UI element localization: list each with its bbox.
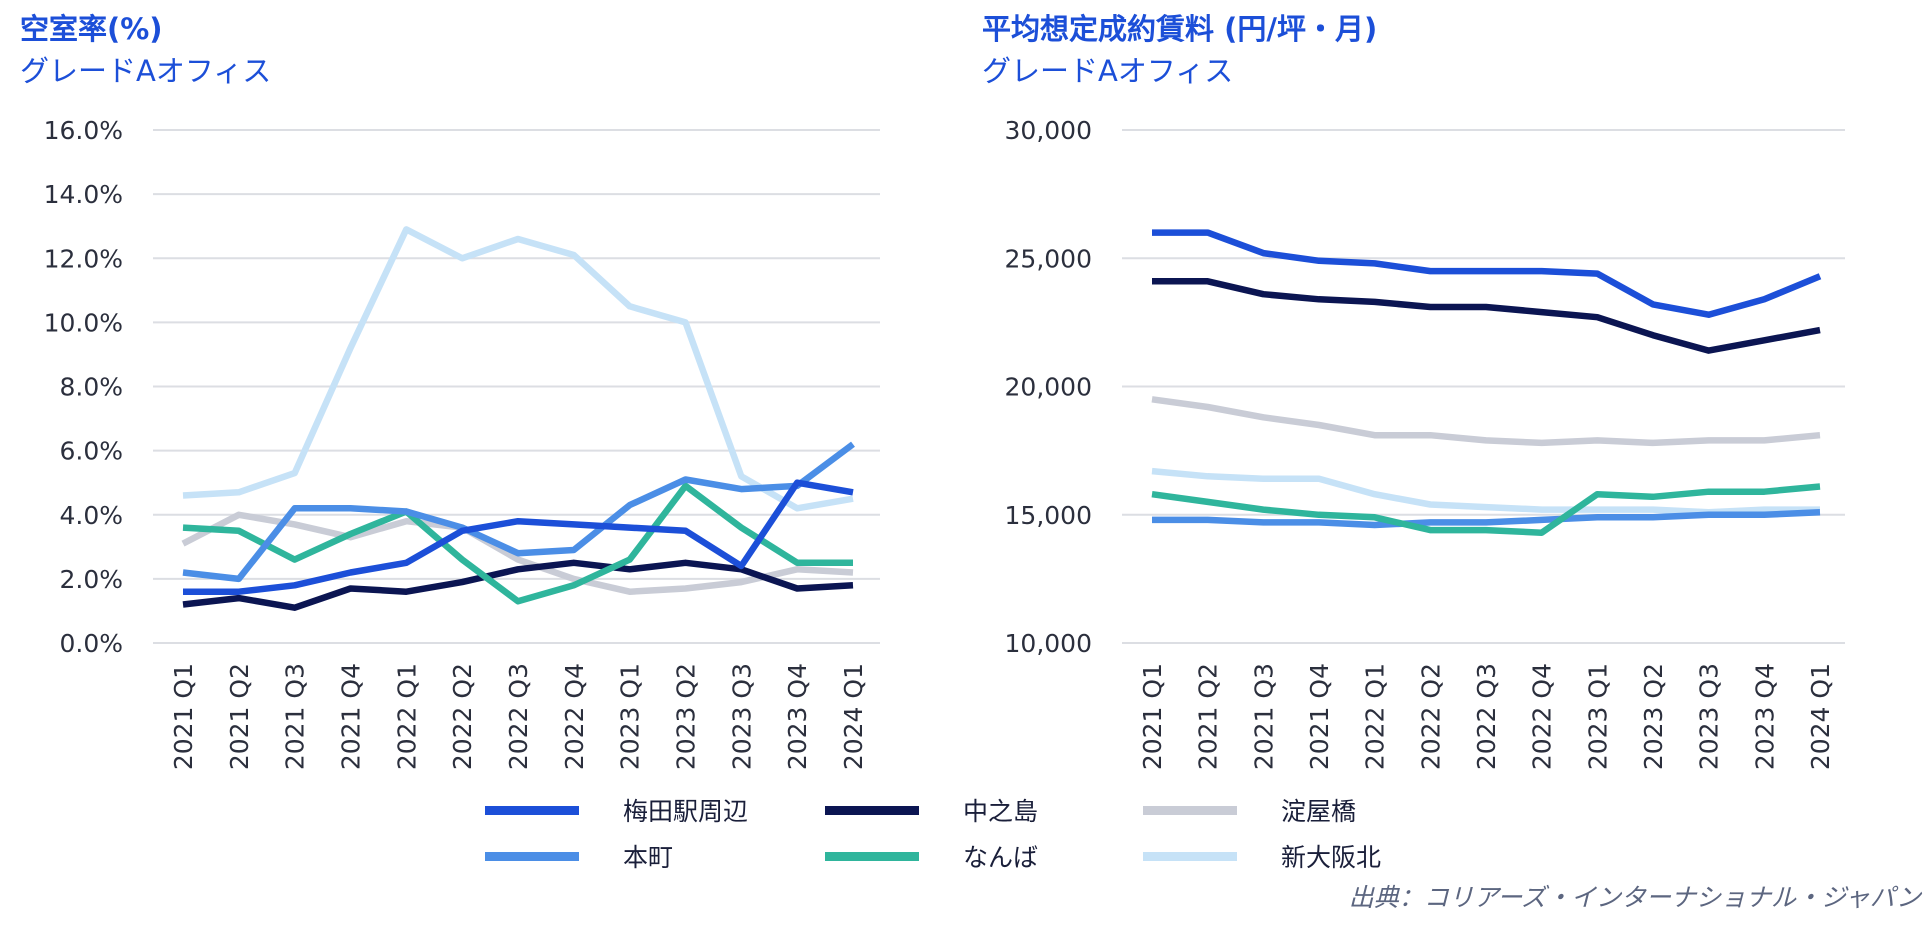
vacancy-x-tick-label: 2021 Q1 [169,663,198,770]
rent-x-tick-label: 2022 Q2 [1416,663,1445,770]
rent-series-line-0 [1151,396,1821,447]
vacancy-y-tick-label: 14.0% [44,180,123,209]
vacancy-series-line-3 [182,482,853,605]
rent-x-tick-label: 2021 Q3 [1249,663,1278,770]
legend-item-yodoyabashi: 淀屋橋 [1143,790,1356,830]
vacancy-x-tick-label: 2021 Q3 [281,663,310,770]
rent-series-line-4 [1152,278,1821,354]
legend-item-shin-osaka-north: 新大阪北 [1143,836,1381,876]
vacancy-x-tick-label: 2023 Q2 [672,663,701,770]
legend: 梅田駅周辺 中之島 淀屋橋 本町 なんば 新大阪北 [480,790,1430,880]
vacancy-x-tick-label: 2021 Q4 [337,663,366,770]
legend-label-shin-osaka-north: 新大阪北 [1281,843,1382,872]
legend-item-namba: なんば [825,836,1038,876]
vacancy-y-tick-label: 2.0% [59,565,123,594]
legend-swatch-yodoyabashi [1143,805,1237,815]
legend-swatch-shin-osaka-north [1143,851,1237,861]
vacancy-series-line-0 [181,511,854,595]
rent-x-tick-label: 2024 Q1 [1806,663,1835,770]
vacancy-x-tick-label: 2022 Q3 [504,663,533,770]
vacancy-x-tick-label: 2022 Q1 [392,663,421,770]
vacancy-y-tick-label: 6.0% [59,437,123,466]
rent-x-tick-label: 2021 Q2 [1194,663,1223,770]
vacancy-y-tick-label: 0.0% [59,629,123,658]
legend-label-namba: なんば [963,843,1039,872]
legend-item-honmachi: 本町 [485,836,673,876]
legend-label-honmachi: 本町 [623,843,674,872]
rent-x-tick-label: 2023 Q4 [1750,663,1779,770]
rent-x-tick-label: 2023 Q3 [1695,663,1724,770]
rent-y-tick-label: 10,000 [1005,629,1092,658]
legend-label-nakanoshima: 中之島 [963,797,1039,826]
rent-chart-subtitle: グレードAオフィス [982,54,1234,88]
rent-y-tick-label: 25,000 [1005,244,1092,273]
source-note: 出典：コリアーズ・インターナショナル・ジャパン [1348,883,1921,912]
rent-series-line-3 [1151,483,1821,536]
rent-y-tick-label: 30,000 [1005,116,1092,145]
rent-series-line-5 [1152,229,1822,318]
legend-item-nakanoshima: 中之島 [825,790,1038,830]
rent-line-chart: 10,000 15,000 20,000 25,000 30,000 2021 Q1 202… [1005,116,1845,770]
vacancy-x-tick-label: 2022 Q2 [448,663,477,770]
rent-series-line-2 [1152,508,1821,529]
vacancy-x-tick-label: 2023 Q3 [727,663,756,770]
legend-swatch-umeda [485,805,579,815]
rent-x-tick-label: 2022 Q3 [1472,663,1501,770]
vacancy-x-tick-label: 2023 Q1 [616,663,645,770]
rent-x-tick-label: 2021 Q1 [1138,663,1167,770]
rent-x-tick-label: 2023 Q2 [1639,663,1668,770]
vacancy-x-tick-label: 2024 Q1 [839,663,868,770]
legend-swatch-nakanoshima [825,805,919,815]
vacancy-y-tick-label: 4.0% [59,501,123,530]
legend-label-yodoyabashi: 淀屋橋 [1281,797,1357,826]
legend-item-umeda: 梅田駅周辺 [485,790,748,830]
vacancy-series-line-5 [183,479,854,595]
rent-chart-title: 平均想定成約賃料 (円/坪・月) [982,12,1378,46]
vacancy-y-tick-label: 12.0% [44,244,123,273]
legend-swatch-namba [825,851,919,861]
vacancy-y-tick-label: 16.0% [44,116,123,145]
vacancy-y-tick-label: 10.0% [44,308,123,337]
rent-x-tick-label: 2022 Q1 [1361,663,1390,770]
vacancy-y-tick-label: 8.0% [59,373,123,402]
rent-x-tick-label: 2022 Q4 [1528,663,1557,770]
vacancy-x-tick-label: 2021 Q2 [225,663,254,770]
rent-x-tick-label: 2023 Q1 [1583,663,1612,770]
legend-swatch-honmachi [485,851,579,861]
vacancy-series-line-1 [182,226,854,512]
vacancy-chart-title: 空室率(%) [20,12,163,46]
vacancy-series-line-4 [182,441,855,583]
vacancy-series-line-2 [182,559,854,611]
vacancy-x-tick-label: 2023 Q4 [783,663,812,770]
vacancy-chart-subtitle: グレードAオフィス [20,54,272,88]
rent-y-tick-label: 20,000 [1005,373,1092,402]
rent-y-tick-label: 15,000 [1005,501,1092,530]
vacancy-rate-line-chart: 0.0% 2.0% 4.0% 6.0% 8.0% 10.0% 12.0% 14.0% 16.0%… [44,116,880,770]
rent-x-tick-label: 2021 Q4 [1305,663,1334,770]
vacancy-x-tick-label: 2022 Q4 [560,663,589,770]
legend-label-umeda: 梅田駅周辺 [623,797,749,826]
